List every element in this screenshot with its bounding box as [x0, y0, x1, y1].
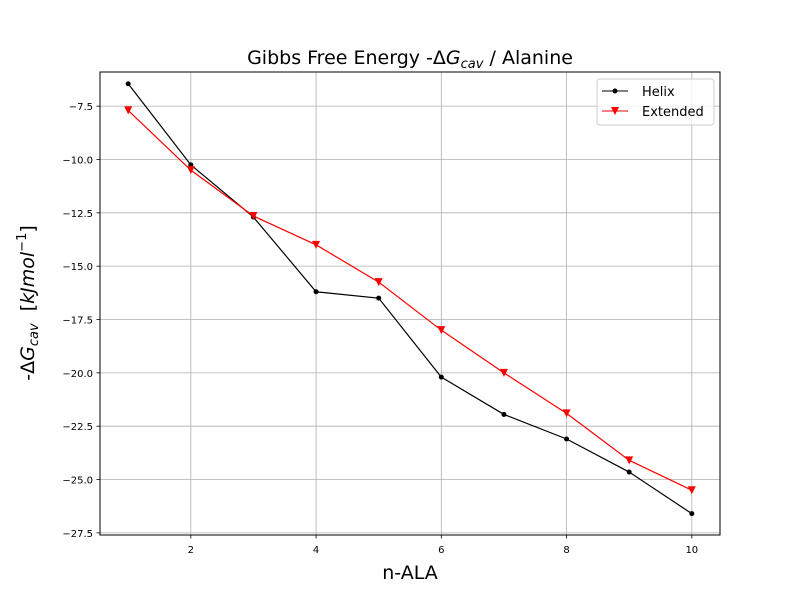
x-tick-label: 4: [313, 545, 319, 556]
data-point-helix: [564, 436, 570, 442]
data-point-helix: [125, 81, 131, 87]
y-tick-label: −20.0: [62, 369, 93, 380]
data-point-helix: [501, 411, 507, 417]
y-tick-label: −12.5: [62, 209, 93, 220]
y-axis-label-unit-exponent: −1: [15, 233, 30, 252]
chart-title-suffix: / Alanine: [483, 47, 572, 69]
data-point-extended: [625, 456, 634, 465]
y-tick-label: −25.0: [62, 476, 93, 487]
ticks: 2 4 6 8 10 −7.5 −10.0 −12.5 −15.0 −17.5 −20.0 −22.5…: [62, 102, 698, 556]
data-point-extended: [124, 106, 133, 115]
legend-marker-helix: [612, 88, 618, 94]
legend-marker-extended: [611, 107, 619, 115]
data-point-extended: [499, 368, 508, 377]
y-axis-label-prefix: -Δ: [17, 361, 39, 381]
y-tick-label: −15.0: [62, 262, 93, 273]
data-point-helix: [689, 511, 695, 517]
y-tick-label: −7.5: [69, 102, 93, 113]
data-point-helix: [313, 289, 319, 295]
x-tick-label: 10: [685, 545, 698, 556]
y-axis-label-symbol: G: [17, 346, 39, 361]
y-axis-label: -ΔGcav [kJmol−1]: [15, 225, 42, 381]
chart-title: Gibbs Free Energy -ΔGcav / Alanine: [247, 47, 573, 72]
legend-label-helix: Helix: [642, 85, 675, 100]
y-tick-label: −10.0: [62, 155, 93, 166]
grid: [100, 72, 720, 535]
chart-title-subscript: cav: [461, 57, 484, 72]
y-tick-label: −27.5: [62, 529, 93, 540]
series-line-helix: [127, 83, 693, 515]
y-axis-label-unit-open: [: [17, 304, 39, 324]
chart-title-symbol: G: [446, 47, 461, 69]
data-point-extended: [437, 326, 446, 335]
plot-frame: [99, 71, 721, 536]
data-point-helix: [438, 374, 444, 380]
data-point-helix: [626, 469, 632, 475]
series-extended: [124, 106, 696, 495]
data-point-extended: [562, 409, 571, 418]
y-axis-label-unit-close: ]: [17, 225, 39, 232]
legend: Helix Extended: [596, 78, 715, 126]
y-axis-label-unit: kJmol: [17, 251, 39, 304]
data-point-helix: [376, 295, 382, 301]
y-tick-label: −17.5: [62, 316, 93, 327]
series-line-extended: [127, 109, 693, 491]
data-point-extended: [687, 486, 696, 495]
x-axis-label: n-ALA: [382, 562, 438, 584]
legend-label-extended: Extended: [642, 105, 704, 120]
x-tick-label: 2: [188, 545, 194, 556]
data-point-extended: [249, 212, 258, 221]
data-point-extended: [186, 166, 195, 175]
data-point-extended: [312, 240, 321, 249]
data-point-helix: [188, 162, 194, 168]
data-point-extended: [374, 278, 383, 287]
y-tick-label: −22.5: [62, 422, 93, 433]
y-axis-label-subscript: cav: [27, 323, 42, 346]
x-tick-label: 8: [563, 545, 569, 556]
series-group: [124, 81, 696, 517]
x-tick-label: 6: [438, 545, 444, 556]
chart-title-prefix: Gibbs Free Energy -Δ: [247, 47, 446, 69]
